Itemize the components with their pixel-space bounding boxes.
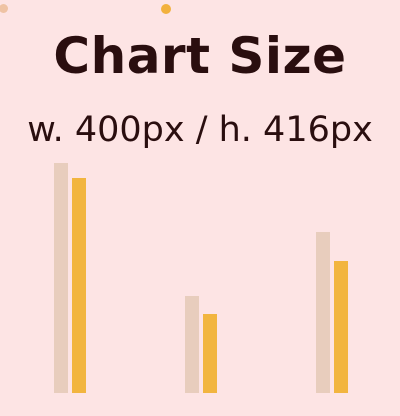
chart-subtitle: w. 400px / h. 416px <box>27 110 373 150</box>
decorative-dot <box>0 4 8 13</box>
bar-2-series-2 <box>203 314 217 393</box>
bar-3-series-1 <box>316 232 330 393</box>
bar-3-series-2 <box>334 261 348 393</box>
chart-title: Chart Size <box>53 27 347 85</box>
decorative-dot <box>161 4 171 14</box>
bar-1-series-2 <box>72 178 86 393</box>
bar-2-series-1 <box>185 296 199 393</box>
bar-1-series-1 <box>54 163 68 393</box>
